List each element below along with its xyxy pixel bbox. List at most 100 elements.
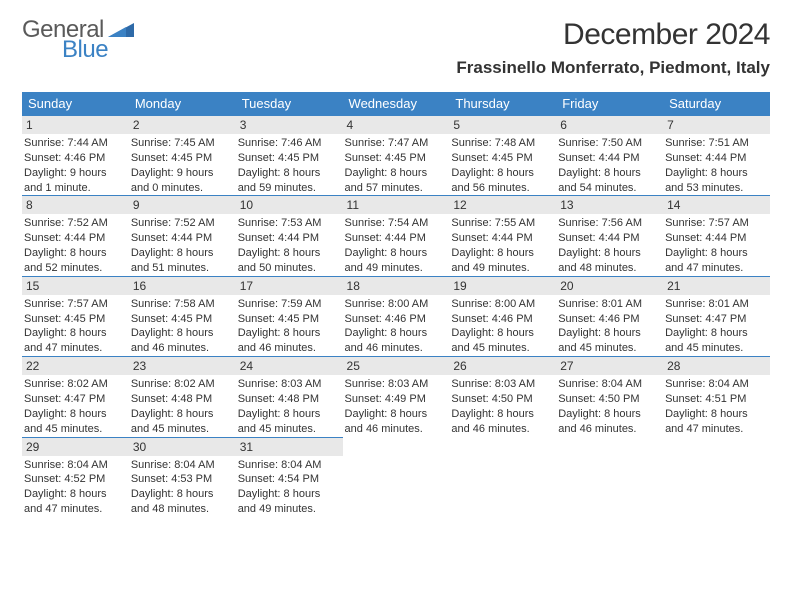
sunset-line: Sunset: 4:50 PM [558, 392, 661, 407]
sunset-line: Sunset: 4:47 PM [24, 392, 127, 407]
sunrise-line: Sunrise: 8:04 AM [131, 458, 234, 473]
day-cell: 26 Sunrise: 8:03 AMSunset: 4:50 PMDayligh… [449, 356, 556, 436]
sunrise-line: Sunrise: 8:04 AM [665, 377, 768, 392]
daylight-line: Daylight: 8 hours and 47 minutes. [24, 326, 127, 356]
daylight-line: Daylight: 8 hours and 50 minutes. [238, 246, 341, 276]
day-number: 27 [556, 357, 663, 375]
sunrise-line: Sunrise: 7:57 AM [24, 297, 127, 312]
sunset-line: Sunset: 4:45 PM [238, 151, 341, 166]
daylight-line: Daylight: 8 hours and 45 minutes. [131, 407, 234, 437]
sunrise-line: Sunrise: 8:03 AM [238, 377, 341, 392]
daylight-line: Daylight: 8 hours and 46 minutes. [451, 407, 554, 437]
calendar-cell: 5Sunrise: 7:48 AMSunset: 4:45 PMDaylight… [449, 115, 556, 195]
calendar-cell [556, 437, 663, 517]
day-number: 25 [343, 357, 450, 375]
calendar-cell [343, 437, 450, 517]
calendar-cell: 12Sunrise: 7:55 AMSunset: 4:44 PMDayligh… [449, 195, 556, 275]
title-block: December 2024 Frassinello Monferrato, Pi… [456, 18, 770, 78]
day-details: Sunrise: 8:01 AMSunset: 4:47 PMDaylight:… [663, 295, 770, 356]
daylight-line: Daylight: 8 hours and 52 minutes. [24, 246, 127, 276]
day-number: 31 [236, 438, 343, 456]
sunrise-line: Sunrise: 7:46 AM [238, 136, 341, 151]
calendar-cell: 4Sunrise: 7:47 AMSunset: 4:45 PMDaylight… [343, 115, 450, 195]
day-number: 16 [129, 277, 236, 295]
day-cell: 7Sunrise: 7:51 AMSunset: 4:44 PMDaylight… [663, 115, 770, 195]
sunrise-line: Sunrise: 7:48 AM [451, 136, 554, 151]
day-details: Sunrise: 7:45 AMSunset: 4:45 PMDaylight:… [129, 134, 236, 195]
calendar-cell: 8Sunrise: 7:52 AMSunset: 4:44 PMDaylight… [22, 195, 129, 275]
calendar-cell: 10Sunrise: 7:53 AMSunset: 4:44 PMDayligh… [236, 195, 343, 275]
sunset-line: Sunset: 4:44 PM [238, 231, 341, 246]
day-number: 6 [556, 116, 663, 134]
day-details: Sunrise: 7:47 AMSunset: 4:45 PMDaylight:… [343, 134, 450, 195]
daylight-line: Daylight: 9 hours and 1 minute. [24, 166, 127, 196]
day-details: Sunrise: 7:52 AMSunset: 4:44 PMDaylight:… [22, 214, 129, 275]
day-cell: 22Sunrise: 8:02 AMSunset: 4:47 PMDayligh… [22, 356, 129, 436]
day-cell: 5Sunrise: 7:48 AMSunset: 4:45 PMDaylight… [449, 115, 556, 195]
calendar-table: SundayMondayTuesdayWednesdayThursdayFrid… [22, 92, 770, 517]
sunset-line: Sunset: 4:44 PM [665, 231, 768, 246]
sunrise-line: Sunrise: 7:52 AM [24, 216, 127, 231]
calendar-cell: 2Sunrise: 7:45 AMSunset: 4:45 PMDaylight… [129, 115, 236, 195]
sunrise-line: Sunrise: 7:52 AM [131, 216, 234, 231]
day-cell: 15Sunrise: 7:57 AMSunset: 4:45 PMDayligh… [22, 276, 129, 356]
daylight-line: Daylight: 8 hours and 49 minutes. [451, 246, 554, 276]
calendar-cell: 31Sunrise: 8:04 AMSunset: 4:54 PMDayligh… [236, 437, 343, 517]
day-cell: 29Sunrise: 8:04 AMSunset: 4:52 PMDayligh… [22, 437, 129, 517]
day-cell: 11Sunrise: 7:54 AMSunset: 4:44 PMDayligh… [343, 195, 450, 275]
sunrise-line: Sunrise: 7:58 AM [131, 297, 234, 312]
sunrise-line: Sunrise: 8:01 AM [665, 297, 768, 312]
sunset-line: Sunset: 4:44 PM [665, 151, 768, 166]
daylight-line: Daylight: 8 hours and 49 minutes. [238, 487, 341, 517]
sunrise-line: Sunrise: 7:53 AM [238, 216, 341, 231]
day-number: 2 [129, 116, 236, 134]
sunrise-line: Sunrise: 8:02 AM [131, 377, 234, 392]
day-details: Sunrise: 7:55 AMSunset: 4:44 PMDaylight:… [449, 214, 556, 275]
day-details: Sunrise: 8:00 AMSunset: 4:46 PMDaylight:… [449, 295, 556, 356]
daylight-line: Daylight: 8 hours and 46 minutes. [238, 326, 341, 356]
day-cell: 31Sunrise: 8:04 AMSunset: 4:54 PMDayligh… [236, 437, 343, 517]
sunset-line: Sunset: 4:50 PM [451, 392, 554, 407]
day-number: 20 [556, 277, 663, 295]
calendar-row: 22Sunrise: 8:02 AMSunset: 4:47 PMDayligh… [22, 356, 770, 436]
calendar-cell: 13Sunrise: 7:56 AMSunset: 4:44 PMDayligh… [556, 195, 663, 275]
month-title: December 2024 [456, 18, 770, 52]
sunrise-line: Sunrise: 8:03 AM [451, 377, 554, 392]
calendar-cell: 14Sunrise: 7:57 AMSunset: 4:44 PMDayligh… [663, 195, 770, 275]
daylight-line: Daylight: 8 hours and 54 minutes. [558, 166, 661, 196]
day-cell: 21Sunrise: 8:01 AMSunset: 4:47 PMDayligh… [663, 276, 770, 356]
calendar-cell: 3Sunrise: 7:46 AMSunset: 4:45 PMDaylight… [236, 115, 343, 195]
sunrise-line: Sunrise: 7:57 AM [665, 216, 768, 231]
calendar-cell: 11Sunrise: 7:54 AMSunset: 4:44 PMDayligh… [343, 195, 450, 275]
weekday-header: Monday [129, 92, 236, 115]
calendar-cell: 17Sunrise: 7:59 AMSunset: 4:45 PMDayligh… [236, 276, 343, 356]
sunrise-line: Sunrise: 7:54 AM [345, 216, 448, 231]
calendar-cell: 18Sunrise: 8:00 AMSunset: 4:46 PMDayligh… [343, 276, 450, 356]
daylight-line: Daylight: 8 hours and 47 minutes. [665, 246, 768, 276]
sunrise-line: Sunrise: 8:00 AM [345, 297, 448, 312]
day-details: Sunrise: 8:00 AMSunset: 4:46 PMDaylight:… [343, 295, 450, 356]
sunset-line: Sunset: 4:45 PM [24, 312, 127, 327]
sunset-line: Sunset: 4:44 PM [558, 231, 661, 246]
sunset-line: Sunset: 4:51 PM [665, 392, 768, 407]
day-number: 26 [449, 357, 556, 375]
logo: General Blue [22, 18, 134, 62]
calendar-cell: 6Sunrise: 7:50 AMSunset: 4:44 PMDaylight… [556, 115, 663, 195]
day-details: Sunrise: 8:03 AMSunset: 4:48 PMDaylight:… [236, 375, 343, 436]
sunset-line: Sunset: 4:45 PM [131, 312, 234, 327]
day-details: Sunrise: 8:02 AMSunset: 4:47 PMDaylight:… [22, 375, 129, 436]
weekday-header: Thursday [449, 92, 556, 115]
sunset-line: Sunset: 4:45 PM [345, 151, 448, 166]
calendar-body: 1Sunrise: 7:44 AMSunset: 4:46 PMDaylight… [22, 115, 770, 517]
day-details: Sunrise: 7:51 AMSunset: 4:44 PMDaylight:… [663, 134, 770, 195]
day-details: Sunrise: 8:04 AMSunset: 4:50 PMDaylight:… [556, 375, 663, 436]
sunset-line: Sunset: 4:48 PM [238, 392, 341, 407]
daylight-line: Daylight: 8 hours and 49 minutes. [345, 246, 448, 276]
day-cell: 9Sunrise: 7:52 AMSunset: 4:44 PMDaylight… [129, 195, 236, 275]
sunset-line: Sunset: 4:45 PM [131, 151, 234, 166]
sunrise-line: Sunrise: 7:59 AM [238, 297, 341, 312]
sunrise-line: Sunrise: 7:50 AM [558, 136, 661, 151]
header: General Blue December 2024 Frassinello M… [22, 18, 770, 78]
sunset-line: Sunset: 4:46 PM [24, 151, 127, 166]
day-number: 28 [663, 357, 770, 375]
